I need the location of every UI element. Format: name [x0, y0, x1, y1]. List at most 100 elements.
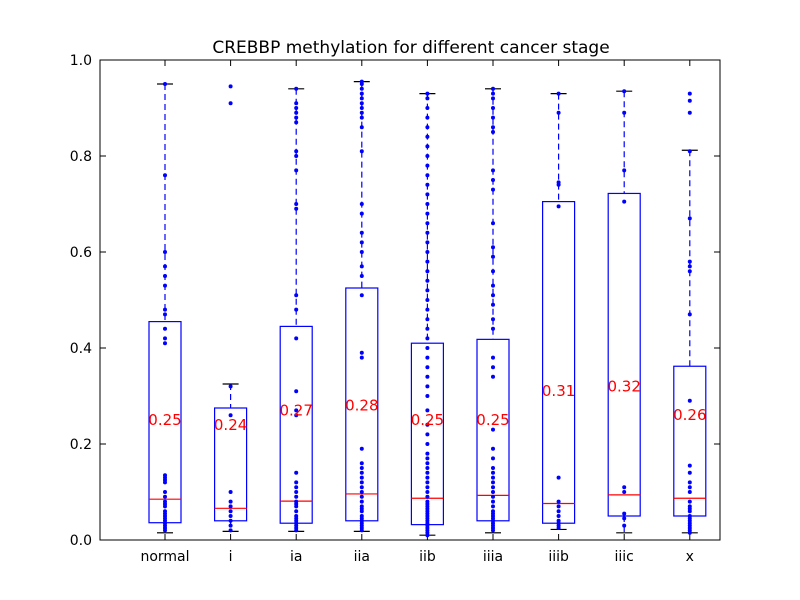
- data-point: [294, 101, 299, 106]
- data-point: [294, 490, 299, 494]
- data-point: [163, 173, 167, 178]
- data-point: [687, 485, 692, 490]
- data-point: [294, 480, 299, 485]
- data-point: [425, 480, 430, 485]
- data-point: [687, 149, 692, 154]
- data-point: [163, 341, 167, 346]
- data-point: [425, 278, 430, 283]
- data-point: [556, 518, 561, 523]
- data-point: [687, 110, 692, 115]
- data-point: [228, 514, 233, 518]
- data-point: [163, 82, 167, 86]
- data-point: [163, 307, 167, 312]
- data-point: [359, 101, 364, 106]
- data-point: [622, 168, 627, 173]
- data-point: [294, 408, 299, 413]
- data-point: [491, 125, 495, 130]
- data-point: [491, 374, 495, 379]
- data-point: [359, 475, 364, 480]
- data-point: [163, 264, 167, 269]
- data-point: [425, 202, 430, 206]
- data-point: [425, 115, 430, 120]
- data-point: [425, 240, 430, 245]
- data-point: [556, 91, 561, 96]
- mean-value-label: 0.26: [673, 406, 706, 424]
- data-point: [491, 326, 495, 331]
- data-point: [228, 413, 233, 418]
- data-point: [622, 485, 627, 490]
- data-point: [425, 96, 430, 101]
- data-point: [294, 413, 299, 418]
- data-point: [687, 264, 692, 269]
- data-point: [359, 350, 364, 355]
- data-point: [425, 173, 430, 178]
- data-point: [556, 475, 561, 480]
- data-point: [228, 504, 233, 509]
- y-tick-label: 0.8: [70, 149, 92, 165]
- data-point: [687, 514, 692, 518]
- data-point: [359, 355, 364, 360]
- data-point: [425, 106, 430, 110]
- data-point: [491, 187, 495, 192]
- data-point: [491, 130, 495, 134]
- data-point: [425, 494, 430, 499]
- x-tick-label: iia: [354, 549, 370, 565]
- data-point: [359, 293, 364, 298]
- data-point: [491, 466, 495, 470]
- data-point: [163, 312, 167, 317]
- data-point: [491, 96, 495, 101]
- data-point: [491, 168, 495, 173]
- data-point: [491, 293, 495, 298]
- data-point: [491, 115, 495, 120]
- data-point: [425, 394, 430, 398]
- data-point: [622, 516, 627, 521]
- data-point: [294, 110, 299, 115]
- data-point: [491, 509, 495, 514]
- data-point: [687, 269, 692, 274]
- data-point: [556, 504, 561, 509]
- y-tick-label: 0.2: [70, 437, 92, 453]
- data-point: [491, 456, 495, 461]
- data-point: [425, 192, 430, 197]
- x-tick-label: iiia: [483, 549, 503, 565]
- data-point: [491, 283, 495, 288]
- data-point: [294, 494, 299, 499]
- data-point: [163, 473, 167, 478]
- data-point: [622, 89, 627, 94]
- data-point: [425, 317, 430, 322]
- data-point: [294, 149, 299, 154]
- data-point: [228, 509, 233, 514]
- data-point: [359, 106, 364, 110]
- data-point: [425, 259, 430, 264]
- x-tick-label: x: [686, 549, 694, 565]
- data-point: [425, 490, 430, 494]
- data-point: [359, 499, 364, 504]
- data-point: [622, 511, 627, 516]
- data-point: [556, 110, 561, 115]
- data-point: [425, 125, 430, 130]
- data-point: [556, 514, 561, 518]
- data-point: [622, 490, 627, 494]
- data-point: [556, 499, 561, 504]
- y-tick-label: 0.4: [70, 341, 92, 357]
- data-point: [687, 91, 692, 96]
- data-point: [491, 475, 495, 480]
- data-point: [163, 499, 167, 504]
- data-point: [687, 499, 692, 504]
- y-tick-label: 1.0: [70, 53, 92, 69]
- data-point: [294, 206, 299, 211]
- data-point: [425, 432, 430, 437]
- data-point: [163, 326, 167, 331]
- data-point: [228, 84, 233, 89]
- mean-value-label: 0.32: [607, 377, 640, 395]
- data-point: [359, 149, 364, 154]
- data-point: [687, 504, 692, 509]
- data-point: [425, 154, 430, 158]
- data-point: [425, 134, 430, 139]
- data-point: [491, 494, 495, 499]
- data-point: [425, 336, 430, 341]
- data-point: [425, 485, 430, 490]
- data-point: [425, 269, 430, 274]
